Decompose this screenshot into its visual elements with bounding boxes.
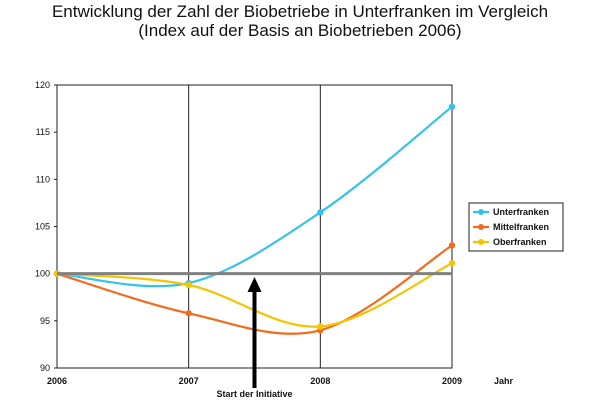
- legend-marker-oberfranken: [478, 239, 484, 245]
- data-point-oberfranken-2009: [448, 260, 456, 267]
- legend-marker-unterfranken: [478, 209, 484, 215]
- data-point-oberfranken-2008: [317, 323, 324, 330]
- y-tick-label-110: 110: [36, 174, 50, 184]
- legend-label-oberfranken: Oberfranken: [493, 237, 547, 247]
- data-point-unterfranken-2008: [317, 209, 324, 216]
- series-group: Start der Initiative: [53, 103, 456, 399]
- series-line-oberfranken: [56, 262, 453, 328]
- chart-subtitle: (Index auf der Basis an Biobetrieben 200…: [138, 21, 462, 40]
- y-tick-label-105: 105: [35, 222, 50, 232]
- x-tick-label-2008: 2008: [310, 376, 330, 386]
- legend-label-unterfranken: Unterfranken: [493, 207, 549, 217]
- y-tick-label-95: 95: [40, 316, 50, 326]
- legend-label-mittelfranken: Mittelfranken: [493, 222, 549, 232]
- series-line-unterfranken: [56, 105, 453, 288]
- axes-group: 2006 2007 2008 2009 90 95 100 105 110 115 120 Jahr: [35, 80, 514, 386]
- x-tick-label-2007: 2007: [179, 376, 199, 386]
- chart-title-block: Entwicklung der Zahl der Biobetriebe in …: [0, 2, 600, 40]
- annotation-arrow-head: [247, 277, 262, 292]
- y-tick-label-90: 90: [40, 363, 50, 373]
- data-point-unterfranken-2009: [448, 103, 456, 110]
- y-tick-label-120: 120: [35, 80, 50, 90]
- data-point-oberfranken-2007: [185, 281, 192, 289]
- chart-title: Entwicklung der Zahl der Biobetriebe in …: [51, 2, 549, 21]
- annotation-label: Start der Initiative: [216, 389, 292, 399]
- legend: Unterfranken Mittelfranken Oberfranken: [468, 202, 564, 252]
- data-point-mittelfranken-2009: [448, 242, 456, 249]
- x-axis-label: Jahr: [494, 376, 514, 386]
- series-line-mittelfranken: [56, 244, 453, 335]
- y-tick-label-100: 100: [35, 269, 50, 279]
- data-point-mittelfranken-2007: [185, 310, 192, 317]
- y-tick-label-115: 115: [36, 127, 50, 137]
- x-tick-label-2009: 2009: [442, 376, 462, 386]
- legend-marker-mittelfranken: [478, 224, 484, 230]
- x-tick-label-2006: 2006: [47, 376, 67, 386]
